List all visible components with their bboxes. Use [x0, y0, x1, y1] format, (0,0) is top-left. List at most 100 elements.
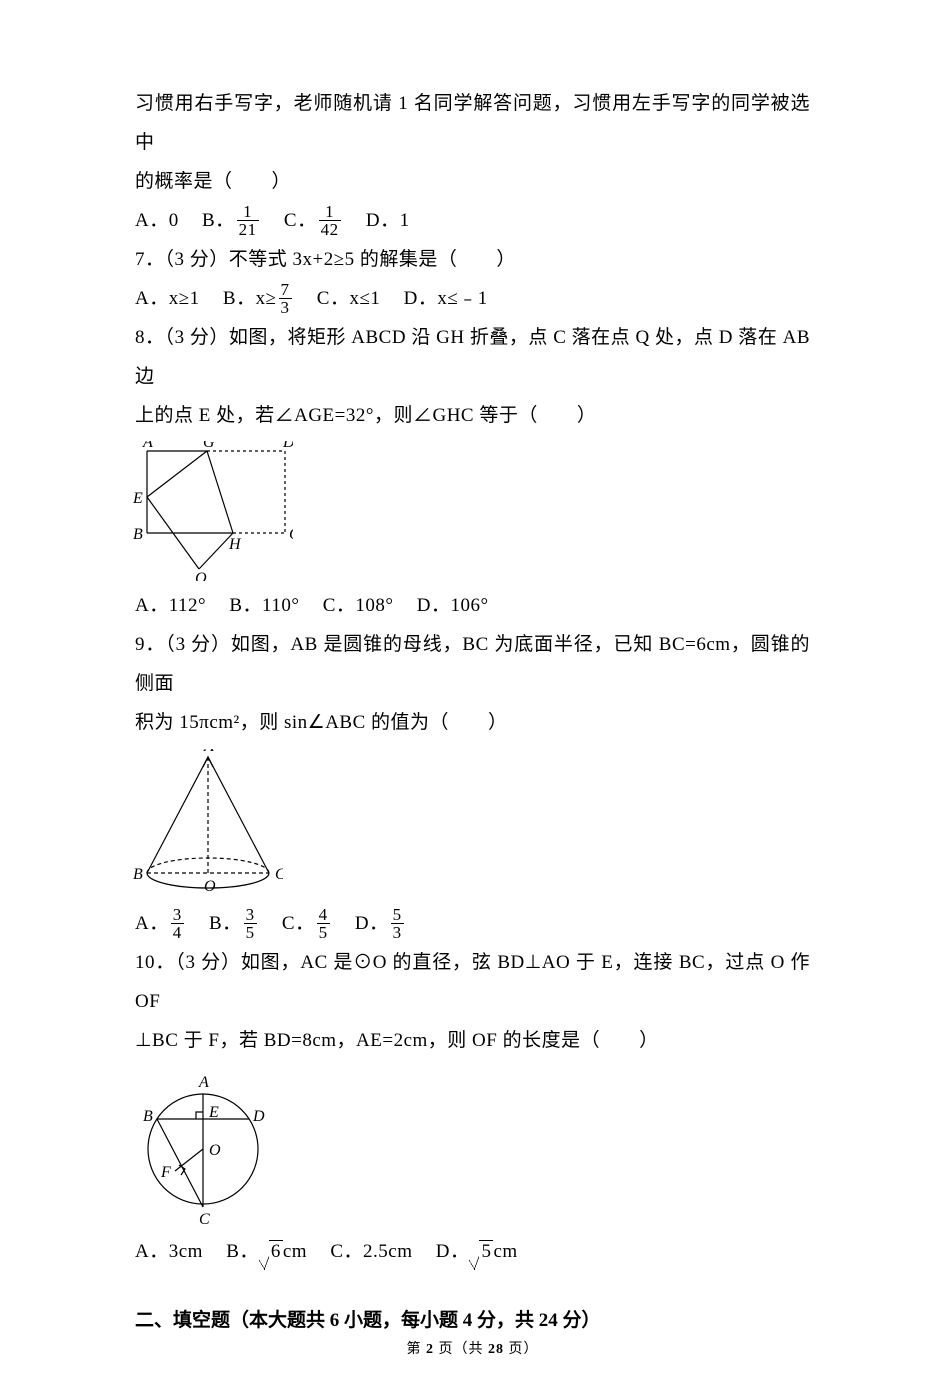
q8-svg: A G D E B H C Q [133, 441, 293, 581]
radicand: 6 [269, 1240, 283, 1262]
frac-den: 21 [237, 221, 259, 238]
q9-opt-d: D．53 [355, 913, 406, 934]
q9-opt-b: B．35 [209, 913, 259, 934]
q6-opt-b: B．121 [202, 210, 266, 231]
svg-text:B: B [133, 866, 143, 883]
svg-text:H: H [228, 536, 242, 553]
svg-text:D: D [282, 441, 293, 451]
q8-stem-line2: 上的点 E 处，若∠AGE=32°，则∠GHC 等于（ ） [135, 397, 810, 436]
svg-text:E: E [133, 490, 143, 507]
frac-den: 4 [171, 924, 184, 941]
svg-text:G: G [203, 441, 215, 451]
q10-figure: A C B D E O F [133, 1067, 810, 1227]
svg-text:D: D [252, 1108, 265, 1125]
footer-mid: 页（共 [439, 1342, 484, 1357]
q6-opt-b-lead: B． [202, 210, 235, 231]
svg-text:B: B [143, 1108, 153, 1125]
svg-text:C: C [289, 526, 293, 543]
q9-stem-line2: 积为 15πcm²，则 sin∠ABC 的值为（ ） [135, 704, 810, 743]
q8-opt-d: D．106° [417, 595, 489, 616]
fraction: 73 [279, 281, 292, 316]
q10-svg: A C B D E O F [133, 1067, 273, 1227]
frac-num: 5 [391, 906, 404, 924]
page-footer: 第 2 页（共 28 页） [0, 1338, 945, 1358]
svg-text:F: F [160, 1164, 171, 1181]
q10-opt-c: C．2.5cm [330, 1241, 412, 1262]
footer-current: 2 [426, 1342, 434, 1357]
q9-svg: ABCO [133, 749, 283, 899]
sqrt: 6 [259, 1233, 283, 1272]
fraction: 53 [391, 906, 404, 941]
q6-options: A．0 B．121 C．142 D．1 [135, 202, 810, 241]
tail: cm [493, 1241, 517, 1262]
section-2-heading: 二、填空题（本大题共 6 小题，每小题 4 分，共 24 分） [135, 1302, 810, 1340]
svg-text:O: O [209, 1142, 221, 1159]
frac-den: 3 [279, 299, 292, 316]
q10-stem-line1: 10．（3 分）如图，AC 是⊙O 的直径，弦 BD⊥AO 于 E，连接 BC，… [135, 944, 810, 1022]
q7-options: A．x≥1 B．x≥73 C．x≤1 D．x≤﹣1 [135, 280, 810, 319]
frac-den: 42 [319, 221, 341, 238]
frac-num: 1 [237, 203, 259, 221]
frac-num: 3 [171, 906, 184, 924]
q7-stem: 7．（3 分）不等式 3x+2≥5 的解集是（ ） [135, 241, 810, 280]
svg-text:C: C [199, 1211, 210, 1227]
fraction: 142 [319, 203, 341, 238]
q9-stem-line1: 9．（3 分）如图，AB 是圆锥的母线，BC 为底面半径，已知 BC=6cm，圆… [135, 626, 810, 704]
radicand: 5 [479, 1240, 493, 1262]
tail: cm [283, 1241, 307, 1262]
q6-opt-a: A．0 [135, 210, 179, 231]
frac-num: 1 [319, 203, 341, 221]
lead: B． [209, 913, 242, 934]
footer-total: 28 [488, 1342, 504, 1357]
lead: A． [135, 913, 169, 934]
q8-figure: A G D E B H C Q [133, 441, 810, 581]
lead: D． [436, 1241, 470, 1262]
sqrt: 5 [469, 1233, 493, 1272]
footer-suffix: 页） [509, 1342, 539, 1357]
q9-figure: ABCO [133, 749, 810, 899]
q10-opt-b: B． 6cm [226, 1241, 312, 1262]
q10-opt-a: A．3cm [135, 1241, 203, 1262]
fraction: 34 [171, 906, 184, 941]
footer-prefix: 第 [407, 1342, 422, 1357]
q6-opt-d: D．1 [366, 210, 410, 231]
q8-opt-b: B．110° [229, 595, 299, 616]
lead: B． [226, 1241, 259, 1262]
q8-opt-a: A．112° [135, 595, 206, 616]
fraction: 35 [244, 906, 257, 941]
svg-text:A: A [203, 749, 214, 755]
fraction: 45 [317, 906, 330, 941]
fraction: 121 [237, 203, 259, 238]
q7-opt-a: A．x≥1 [135, 288, 200, 309]
q6-opt-c-lead: C． [284, 210, 317, 231]
exam-page: 习惯用右手写字，老师随机请 1 名同学解答问题，习惯用左手写字的同学被选中 的概… [0, 0, 945, 1400]
frac-num: 3 [244, 906, 257, 924]
lead: C． [282, 913, 315, 934]
q9-opt-a: A．34 [135, 913, 186, 934]
q7-opt-b-lead: B．x≥ [223, 288, 277, 309]
q10-options: A．3cm B．6cm C．2.5cm D．5cm [135, 1233, 810, 1272]
q10-stem-line2: ⊥BC 于 F，若 BD=8cm，AE=2cm，则 OF 的长度是（ ） [135, 1022, 810, 1061]
q9-opt-c: C．45 [282, 913, 332, 934]
frac-den: 5 [244, 924, 257, 941]
lead: D． [355, 913, 389, 934]
frac-num: 4 [317, 906, 330, 924]
svg-text:Q: Q [195, 570, 207, 581]
q6-stem-line2: 的概率是（ ） [135, 163, 810, 202]
q7-opt-c: C．x≤1 [317, 288, 381, 309]
q8-opt-c: C．108° [323, 595, 394, 616]
svg-text:C: C [275, 866, 283, 883]
q6-opt-c: C．142 [284, 210, 348, 231]
frac-num: 7 [279, 281, 292, 299]
q10-opt-d: D． 5cm [436, 1241, 518, 1262]
q7-opt-d: D．x≤﹣1 [404, 288, 488, 309]
q6-stem-line1: 习惯用右手写字，老师随机请 1 名同学解答问题，习惯用左手写字的同学被选中 [135, 85, 810, 163]
frac-den: 5 [317, 924, 330, 941]
q9-options: A．34 B．35 C．45 D．53 [135, 905, 810, 944]
svg-text:A: A [198, 1074, 209, 1091]
svg-text:B: B [133, 526, 143, 543]
svg-text:A: A [142, 441, 153, 451]
q8-options: A．112° B．110° C．108° D．106° [135, 587, 810, 626]
q7-opt-b: B．x≥73 [223, 288, 299, 309]
svg-text:E: E [208, 1104, 219, 1121]
